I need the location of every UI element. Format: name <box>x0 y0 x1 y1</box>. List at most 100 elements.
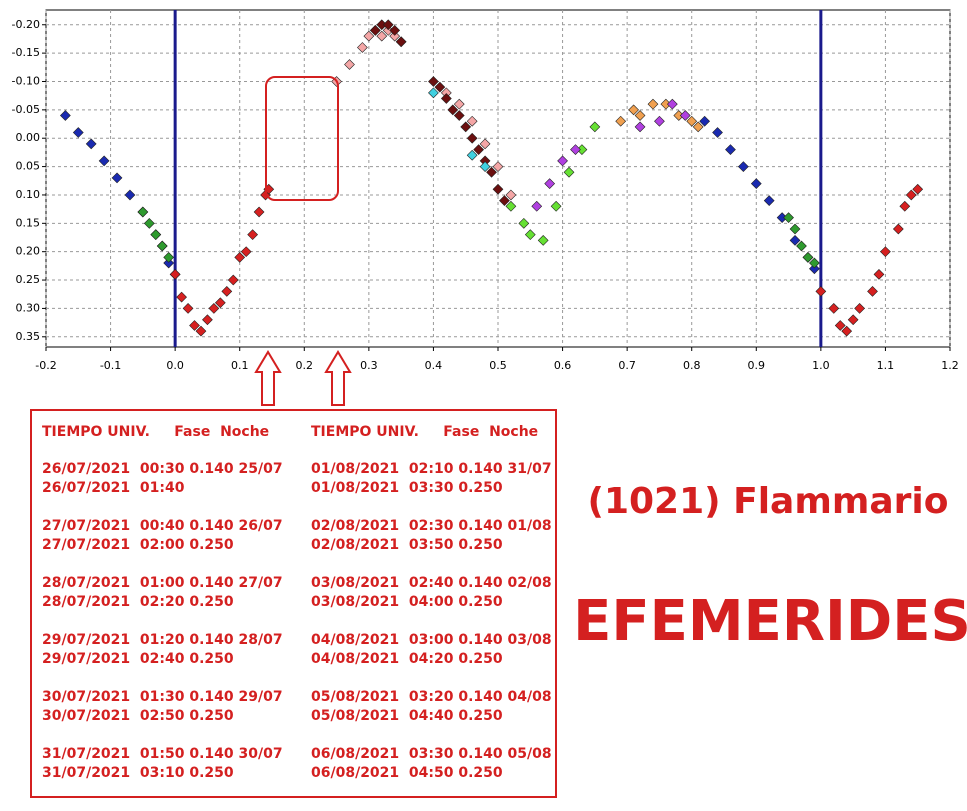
y-tick-label: 0.35 <box>16 330 41 343</box>
y-tick-label: -0.15 <box>12 46 40 59</box>
point <box>466 115 478 127</box>
point <box>389 30 401 42</box>
point <box>111 172 123 184</box>
point <box>750 178 762 189</box>
point <box>376 30 388 42</box>
table-row: 02/08/2021 02:30 0.140 01/08 <box>311 518 552 534</box>
x-tick-label: 0.6 <box>554 359 572 372</box>
table-row: 04/08/2021 04:20 0.250 <box>311 651 503 667</box>
point <box>628 104 639 116</box>
point <box>376 19 388 31</box>
point <box>447 104 459 116</box>
point <box>440 93 452 104</box>
y-tick-label: 0.30 <box>16 301 41 314</box>
point <box>369 25 381 36</box>
point <box>357 42 368 53</box>
point <box>789 223 801 235</box>
point <box>699 115 711 127</box>
table-row: 30/07/2021 02:50 0.250 <box>42 708 234 724</box>
point <box>809 257 820 269</box>
x-tick-label: -0.1 <box>100 359 121 372</box>
table: TIEMPO UNIV. Fase Noche 26/07/2021 00:30 … <box>42 424 552 781</box>
x-tick-label: 0.8 <box>683 359 701 372</box>
table-row: 29/07/2021 01:20 0.140 28/07 <box>42 632 283 648</box>
point <box>634 110 646 121</box>
table-row: 01/08/2021 02:10 0.140 31/07 <box>311 461 552 477</box>
point <box>176 291 187 303</box>
point <box>492 183 504 195</box>
x-tick-label: 0.2 <box>296 359 314 372</box>
point <box>673 110 685 121</box>
point <box>847 314 859 326</box>
point <box>679 110 691 121</box>
point <box>834 320 846 331</box>
point <box>570 144 581 155</box>
table-row: 31/07/2021 01:50 0.140 30/07 <box>42 746 283 762</box>
point <box>253 206 265 218</box>
point <box>479 138 491 150</box>
table-row: 29/07/2021 02:40 0.250 <box>42 651 234 667</box>
table-box <box>30 409 557 798</box>
table-header: TIEMPO UNIV. Fase Noche <box>42 424 269 440</box>
point <box>550 200 562 212</box>
y-tick-label: -0.10 <box>12 74 40 87</box>
table-row: 26/07/2021 01:40 <box>42 480 185 496</box>
x-tick-label: 0.9 <box>748 359 766 372</box>
point <box>647 98 659 110</box>
point <box>880 246 891 258</box>
table-row: 27/07/2021 00:40 0.140 26/07 <box>42 518 283 534</box>
y-tick-label: 0.10 <box>16 188 41 201</box>
grid: -0.2 -0.1 0.0 0.1 0.2 0.3 0.4 0.5 0.6 0.7 0.8 0.9 1.… <box>12 10 959 372</box>
table-row: 05/08/2021 03:20 0.140 04/08 <box>311 689 552 705</box>
y-tick-label: 0.00 <box>16 131 41 144</box>
point <box>873 269 885 280</box>
point <box>912 183 924 195</box>
point <box>234 251 246 263</box>
point <box>737 161 749 172</box>
point <box>712 127 723 138</box>
point <box>195 325 207 337</box>
x-tick-label: 1.2 <box>941 359 959 372</box>
point <box>537 234 549 246</box>
point <box>163 257 175 269</box>
point <box>208 303 220 314</box>
point <box>524 229 536 241</box>
x-tick-label: 1.0 <box>812 359 830 372</box>
point <box>841 325 853 337</box>
point <box>557 155 568 167</box>
table-row: 04/08/2021 03:00 0.140 03/08 <box>311 632 552 648</box>
table-row: 02/08/2021 03:50 0.250 <box>311 537 503 553</box>
point <box>124 189 136 201</box>
point <box>466 149 478 161</box>
point <box>466 132 478 144</box>
point <box>150 229 162 241</box>
point <box>815 286 827 297</box>
table-row: 06/08/2021 04:50 0.250 <box>311 765 503 781</box>
point <box>505 200 517 212</box>
point <box>169 269 181 280</box>
point <box>479 161 491 172</box>
arrow <box>324 350 352 406</box>
point <box>221 286 233 297</box>
y-tick-label: 0.05 <box>16 160 41 173</box>
y-tick-label: 0.15 <box>16 216 41 229</box>
point <box>776 212 788 224</box>
point <box>189 320 200 331</box>
point <box>473 144 485 155</box>
point <box>453 98 465 110</box>
points <box>59 19 924 337</box>
point <box>395 36 407 48</box>
point <box>434 81 446 93</box>
x-tick-label: 0.4 <box>425 359 443 372</box>
point <box>505 189 517 201</box>
point <box>802 251 814 263</box>
point <box>763 195 775 207</box>
point <box>382 19 394 31</box>
point <box>686 115 698 127</box>
point <box>615 115 627 127</box>
point <box>428 87 439 99</box>
arrow <box>254 350 282 406</box>
point <box>899 200 911 212</box>
x-tick-label: 1.1 <box>877 359 895 372</box>
